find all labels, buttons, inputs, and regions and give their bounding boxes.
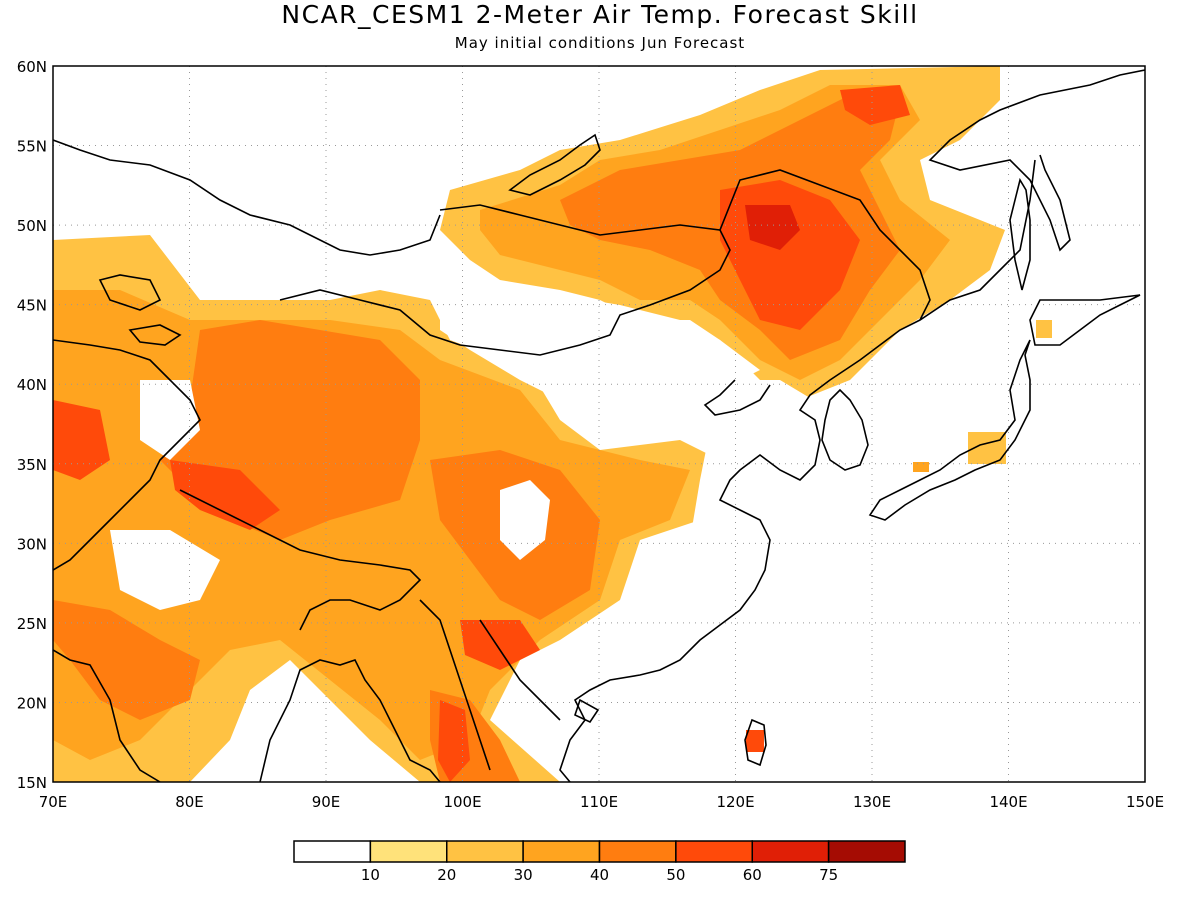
plot-frame (52, 65, 1146, 783)
colorbar-label: 75 (819, 866, 838, 884)
lon-tick-label: 140E (989, 793, 1027, 811)
coastline-borders (53, 69, 1145, 782)
lon-tick-label: 100E (443, 793, 481, 811)
lat-tick-label: 50N (17, 217, 47, 235)
skill-gap-east-china (690, 380, 860, 640)
lat-tick-label: 55N (17, 138, 47, 156)
lat-tick-label: 45N (17, 297, 47, 315)
colorbar-swatch (369, 840, 448, 863)
skill-region-tibet-peak (170, 460, 280, 530)
coastline-korea (821, 388, 869, 471)
colorbar-swatch (598, 840, 677, 863)
lon-tick-label: 70E (39, 793, 68, 811)
skill-patch-kyushu (913, 462, 929, 472)
skill-region-india-high (53, 600, 200, 720)
coastline-taiwan (744, 718, 767, 767)
colorbar-label: 60 (743, 866, 762, 884)
border-russia-china (439, 169, 931, 321)
border-russia-north (53, 139, 441, 256)
lat-tick-label: 20N (17, 694, 47, 712)
border-southeast-asia (419, 599, 561, 771)
lon-tick-label: 120E (716, 793, 754, 811)
colorbar: 10 20 30 40 50 60 75 (293, 840, 906, 884)
skill-gap-gobi (440, 290, 760, 440)
lat-tick-label: 25N (17, 615, 47, 633)
coastline-hainan (574, 698, 600, 724)
border-central-asia (53, 339, 201, 571)
latitude-tick-labels: 15N 20N 25N 30N 35N 40N 45N 50N 55N 60N (17, 58, 47, 792)
coastline-baikal (508, 133, 601, 196)
lon-tick-label: 150E (1126, 793, 1164, 811)
skill-region-yunnan-peak (460, 620, 540, 670)
lat-tick-label: 15N (17, 774, 47, 792)
coastline-balkhash (128, 324, 182, 346)
skill-fill-layer (53, 66, 1052, 782)
lat-tick-label: 35N (17, 456, 47, 474)
skill-gap-sichuan (500, 480, 550, 560)
colorbar-label: 40 (590, 866, 609, 884)
colorbar-label: 10 (361, 866, 380, 884)
colorbar-swatch (446, 840, 524, 863)
map-subtitle: May initial conditions Jun Forecast (454, 34, 746, 52)
border-himalaya (179, 489, 422, 631)
skill-region-west-peak (53, 400, 110, 480)
lat-tick-label: 40N (17, 376, 47, 394)
coastline-caspian-aral (98, 274, 162, 311)
skill-region-northeast-core (745, 205, 800, 250)
lon-tick-label: 80E (175, 793, 204, 811)
skill-patch-taiwan (746, 730, 764, 752)
lon-tick-label: 130E (853, 793, 891, 811)
skill-gap-siberia (320, 230, 440, 290)
colorbar-label: 20 (437, 866, 456, 884)
skill-gap-india (110, 530, 220, 610)
colorbar-swatch (675, 840, 753, 863)
lon-tick-label: 110E (580, 793, 618, 811)
lon-tick-label: 90E (312, 793, 341, 811)
colorbar-swatch (827, 840, 906, 863)
colorbar-swatch (293, 840, 372, 863)
longitude-tick-labels: 70E 80E 90E 100E 110E 120E 130E 140E 150E (39, 793, 1164, 811)
coastline-east-asia (559, 69, 1145, 782)
coastline-japan (868, 339, 1031, 521)
skill-gap-tarim (140, 380, 200, 460)
lat-tick-label: 60N (17, 58, 47, 76)
map-title: NCAR_CESM1 2-Meter Air Temp. Forecast Sk… (281, 0, 919, 29)
colorbar-swatch (522, 840, 601, 863)
coastline-sakhalin (1009, 177, 1031, 291)
lat-tick-label: 30N (17, 535, 47, 553)
skill-region-okhotsk-peak (840, 85, 910, 125)
coastline-south-asia (53, 649, 441, 782)
colorbar-label: 50 (666, 866, 685, 884)
skill-patch-hokkaido (1036, 320, 1052, 338)
colorbar-swatch (751, 840, 830, 863)
border-china-mongolia (279, 229, 731, 356)
coastline-hokkaido (1029, 294, 1141, 346)
colorbar-label: 30 (514, 866, 533, 884)
coastline-bohai (703, 379, 771, 416)
